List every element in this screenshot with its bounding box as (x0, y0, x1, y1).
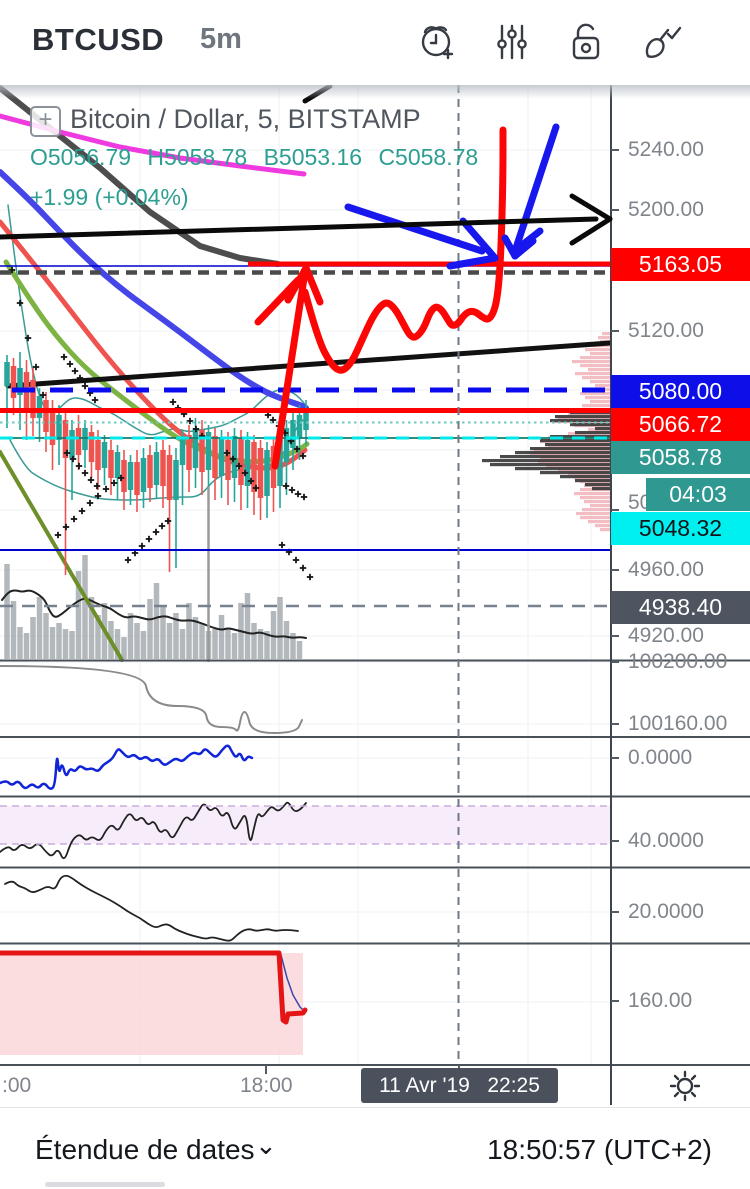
add-alert-button[interactable] (412, 18, 460, 66)
crosshair-time-tooltip: 11 Avr '19 22:25 (361, 1068, 558, 1103)
annotation-blue-arrows (344, 123, 560, 270)
high-value: H5058.78 (147, 144, 248, 170)
rsi-line (0, 801, 307, 860)
price-axis-badge: 5066.72 (611, 408, 750, 441)
toolbar-shadow (0, 85, 750, 99)
parabolic-sar-marks (8, 266, 314, 581)
chevron-down-icon[interactable]: ⌄ (255, 1130, 277, 1160)
price-axis-label: 4960.00 (628, 558, 704, 581)
price-axis-badge: 04:03 (646, 478, 750, 511)
scroll-hint (45, 1182, 165, 1187)
price-axis-badge: 5163.05 (611, 248, 750, 281)
annotation-red-wave (301, 126, 507, 374)
indicator-settings-button[interactable] (488, 18, 536, 66)
drawing-tools-button[interactable] (636, 18, 684, 66)
annotation-red-arrow (254, 264, 324, 470)
open-value: O5056.79 (30, 144, 132, 170)
ma-blue-thick (0, 169, 309, 411)
time-axis-label: 18:00 (240, 1074, 293, 1097)
price-axis-badge: 5080.00 (611, 375, 750, 408)
symbol-title[interactable]: BTCUSD (32, 22, 165, 57)
time-axis-label: :00 (2, 1074, 32, 1097)
stop-area-pink (0, 953, 303, 1055)
gridlines (0, 85, 610, 1065)
price-axis-label: 160.00 (628, 989, 693, 1012)
sun-icon (669, 1070, 701, 1102)
stoch-line (4, 874, 299, 942)
date-range-selector[interactable]: Étendue de dates (35, 1134, 255, 1165)
volume-ma-line (1, 589, 307, 639)
trendline-black-lower (5, 340, 613, 389)
instrument-title[interactable]: Bitcoin / Dollar, 5, BITSTAMP (70, 104, 421, 134)
trailing-stop-blue (280, 954, 306, 1013)
panel-fills (0, 806, 610, 1055)
lock-icon (572, 23, 600, 60)
low-value: B5053.16 (263, 144, 363, 170)
close-value: C5058.78 (378, 144, 479, 170)
lock-drawings-button[interactable] (562, 18, 610, 66)
price-axis-label: 0.0000 (628, 746, 693, 769)
trailing-stop-red (0, 950, 308, 1025)
add-compare-button[interactable]: + (30, 106, 61, 137)
step-line-gray (0, 665, 303, 734)
price-axis-badge: 5058.78 (611, 441, 750, 474)
oscillator-blue-line (0, 744, 254, 790)
alarm-add-icon (421, 26, 454, 60)
price-axis-label: 5200.00 (628, 198, 704, 221)
price-axis-label: 40.0000 (628, 829, 704, 852)
drawing-brush-icon (645, 26, 682, 58)
olive-trend-line (0, 450, 124, 662)
change-value: +1.99 (+0.04%) (30, 184, 189, 210)
price-axis-label: 100160.00 (628, 712, 728, 735)
price-axis-label: 4920.00 (628, 624, 704, 647)
theme-toggle-button[interactable] (664, 1066, 706, 1106)
indicator-sliders-icon (497, 24, 527, 60)
price-axis-label: 20.0000 (628, 900, 704, 923)
bottom-bar: Étendue de dates ⌄ 18:50:57 (UTC+2) (0, 1107, 750, 1189)
price-axis-badge: 5048.32 (611, 512, 750, 545)
price-axis-label: 100200.00 (628, 650, 728, 673)
session-clock[interactable]: 18:50:57 (UTC+2) (487, 1134, 712, 1165)
price-axis-label: 5120.00 (628, 319, 704, 342)
top-toolbar: BTCUSD 5m (0, 0, 750, 85)
price-axis-badge: 4938.40 (611, 591, 750, 624)
interval-selector[interactable]: 5m (200, 23, 242, 55)
ohlc-values: O5056.79 H5058.78 B5053.16 C5058.78 (30, 144, 488, 171)
price-axis-label: 5240.00 (628, 138, 704, 161)
